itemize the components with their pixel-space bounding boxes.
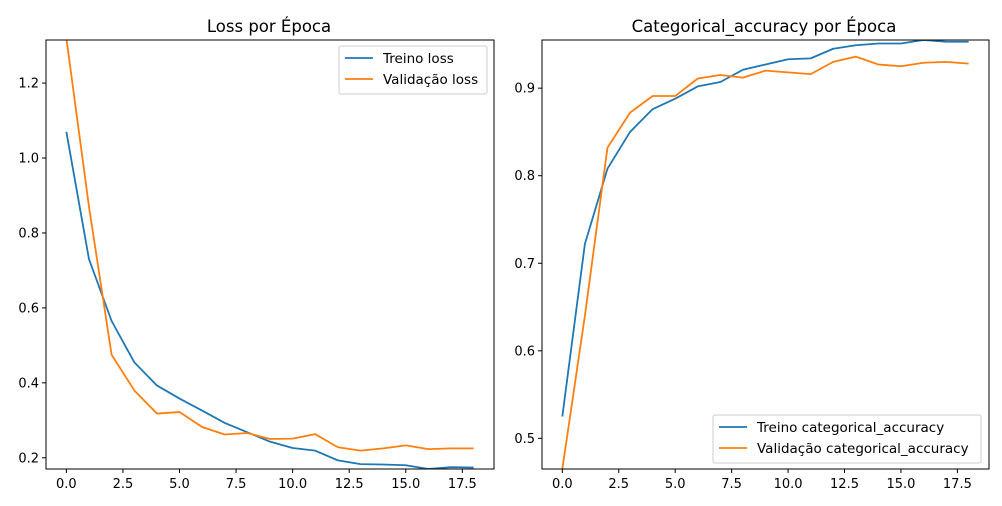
accuracy-x-tick-label: 2.5 — [608, 477, 629, 492]
loss-legend: Treino loss Validação loss — [338, 45, 488, 95]
accuracy-axes-frame — [541, 39, 990, 470]
accuracy-chart: Categorical_accuracy por Época 0.0 2.5 5.0… — [514, 17, 990, 492]
accuracy-x-tick-label: 15.0 — [886, 477, 915, 492]
accuracy-legend-label-validacao: Validação categorical_accuracy — [757, 441, 969, 457]
loss-series-line-treino — [65, 131, 474, 469]
accuracy-legend-label-treino: Treino categorical_accuracy — [756, 420, 944, 436]
loss-chart-title: Loss por Época — [207, 17, 331, 36]
loss-y-tick-label: 0.2 — [18, 451, 39, 466]
loss-legend-box — [338, 45, 488, 95]
accuracy-legend: Treino categorical_accuracy Validação ca… — [712, 414, 982, 464]
loss-y-tick-label: 1.2 — [18, 77, 39, 92]
loss-x-tick-label: 10.0 — [278, 477, 307, 492]
accuracy-x-tick-label: 12.5 — [830, 477, 859, 492]
accuracy-series-line-treino — [561, 40, 969, 417]
accuracy-plot-area: 0.0 2.5 5.0 7.5 10.0 12.5 15.0 17.5 0.5 0.6 0.7 0.8… — [514, 39, 990, 492]
loss-chart: Loss por Época 0.0 2.5 5.0 7.5 10.0 12.5 15.0 1… — [18, 17, 495, 492]
loss-legend-label-treino: Treino loss — [382, 51, 454, 67]
accuracy-x-tick-label: 10.0 — [774, 477, 803, 492]
accuracy-x-tick-label: 5.0 — [665, 477, 686, 492]
loss-legend-label-validacao: Validação loss — [383, 72, 478, 88]
loss-x-tick-label: 7.5 — [226, 477, 247, 492]
accuracy-y-tick-label: 0.6 — [514, 344, 535, 359]
accuracy-chart-title: Categorical_accuracy por Época — [632, 17, 897, 37]
accuracy-x-tick-label: 17.5 — [943, 477, 972, 492]
accuracy-y-tick-label: 0.9 — [514, 82, 535, 97]
loss-y-tick-label: 1.0 — [18, 152, 39, 167]
loss-series-line-validacao — [65, 40, 474, 452]
accuracy-y-tick-label: 0.7 — [514, 257, 535, 272]
loss-x-tick-label: 15.0 — [391, 477, 420, 492]
loss-plot-area: 0.0 2.5 5.0 7.5 10.0 12.5 15.0 17.5 0.2 0.4 0.6 0.8… — [18, 39, 495, 492]
accuracy-x-tick-label: 0.0 — [552, 477, 573, 492]
loss-axes-frame — [45, 39, 495, 470]
accuracy-x-tick-label: 7.5 — [721, 477, 742, 492]
accuracy-y-tick-label: 0.8 — [514, 169, 535, 184]
loss-x-tick-label: 0.0 — [56, 477, 77, 492]
accuracy-legend-box — [712, 414, 982, 464]
loss-x-tick-label: 2.5 — [113, 477, 134, 492]
loss-y-tick-label: 0.4 — [18, 376, 39, 391]
accuracy-y-tick-label: 0.5 — [514, 432, 535, 447]
loss-y-tick-label: 0.8 — [18, 226, 39, 241]
loss-x-tick-label: 12.5 — [335, 477, 364, 492]
loss-x-tick-label: 17.5 — [448, 477, 477, 492]
loss-y-tick-label: 0.6 — [18, 301, 39, 316]
loss-x-tick-label: 5.0 — [169, 477, 190, 492]
accuracy-series-line-validacao — [561, 55, 969, 469]
